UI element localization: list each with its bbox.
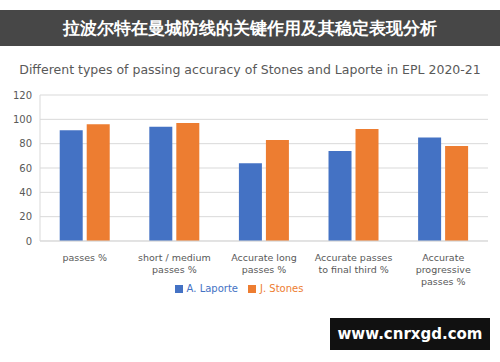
svg-text:20: 20	[19, 211, 32, 222]
svg-text:Accurate longpasses %: Accurate longpasses %	[231, 252, 297, 275]
svg-text:Accurate passesto final third: Accurate passesto final third %	[315, 252, 393, 275]
svg-text:100: 100	[13, 114, 32, 125]
html-text:www.cnrxgd.com: www.cnrxgd.com	[337, 325, 483, 343]
svg-text:120: 120	[13, 90, 32, 101]
svg-text:short / mediumpasses %: short / mediumpasses %	[138, 252, 211, 275]
svg-text:Accurateprogressivepasses %: Accurateprogressivepasses %	[416, 252, 471, 287]
svg-text:80: 80	[19, 138, 32, 149]
svg-text:0: 0	[26, 236, 32, 247]
svg-text:60: 60	[19, 163, 32, 174]
html-text:J. Stones: J. Stones	[260, 283, 304, 294]
html-text:A. Laporte: A. Laporte	[186, 283, 238, 294]
html-text:Different types of passing acc: Different types of passing accuracy of S…	[19, 62, 481, 77]
html-text:拉波尔特在曼城防线的关键作用及其稳定表现分析: 拉波尔特在曼城防线的关键作用及其稳定表现分析	[63, 18, 437, 38]
svg-text:passes %: passes %	[63, 252, 108, 263]
svg-text:40: 40	[19, 187, 32, 198]
